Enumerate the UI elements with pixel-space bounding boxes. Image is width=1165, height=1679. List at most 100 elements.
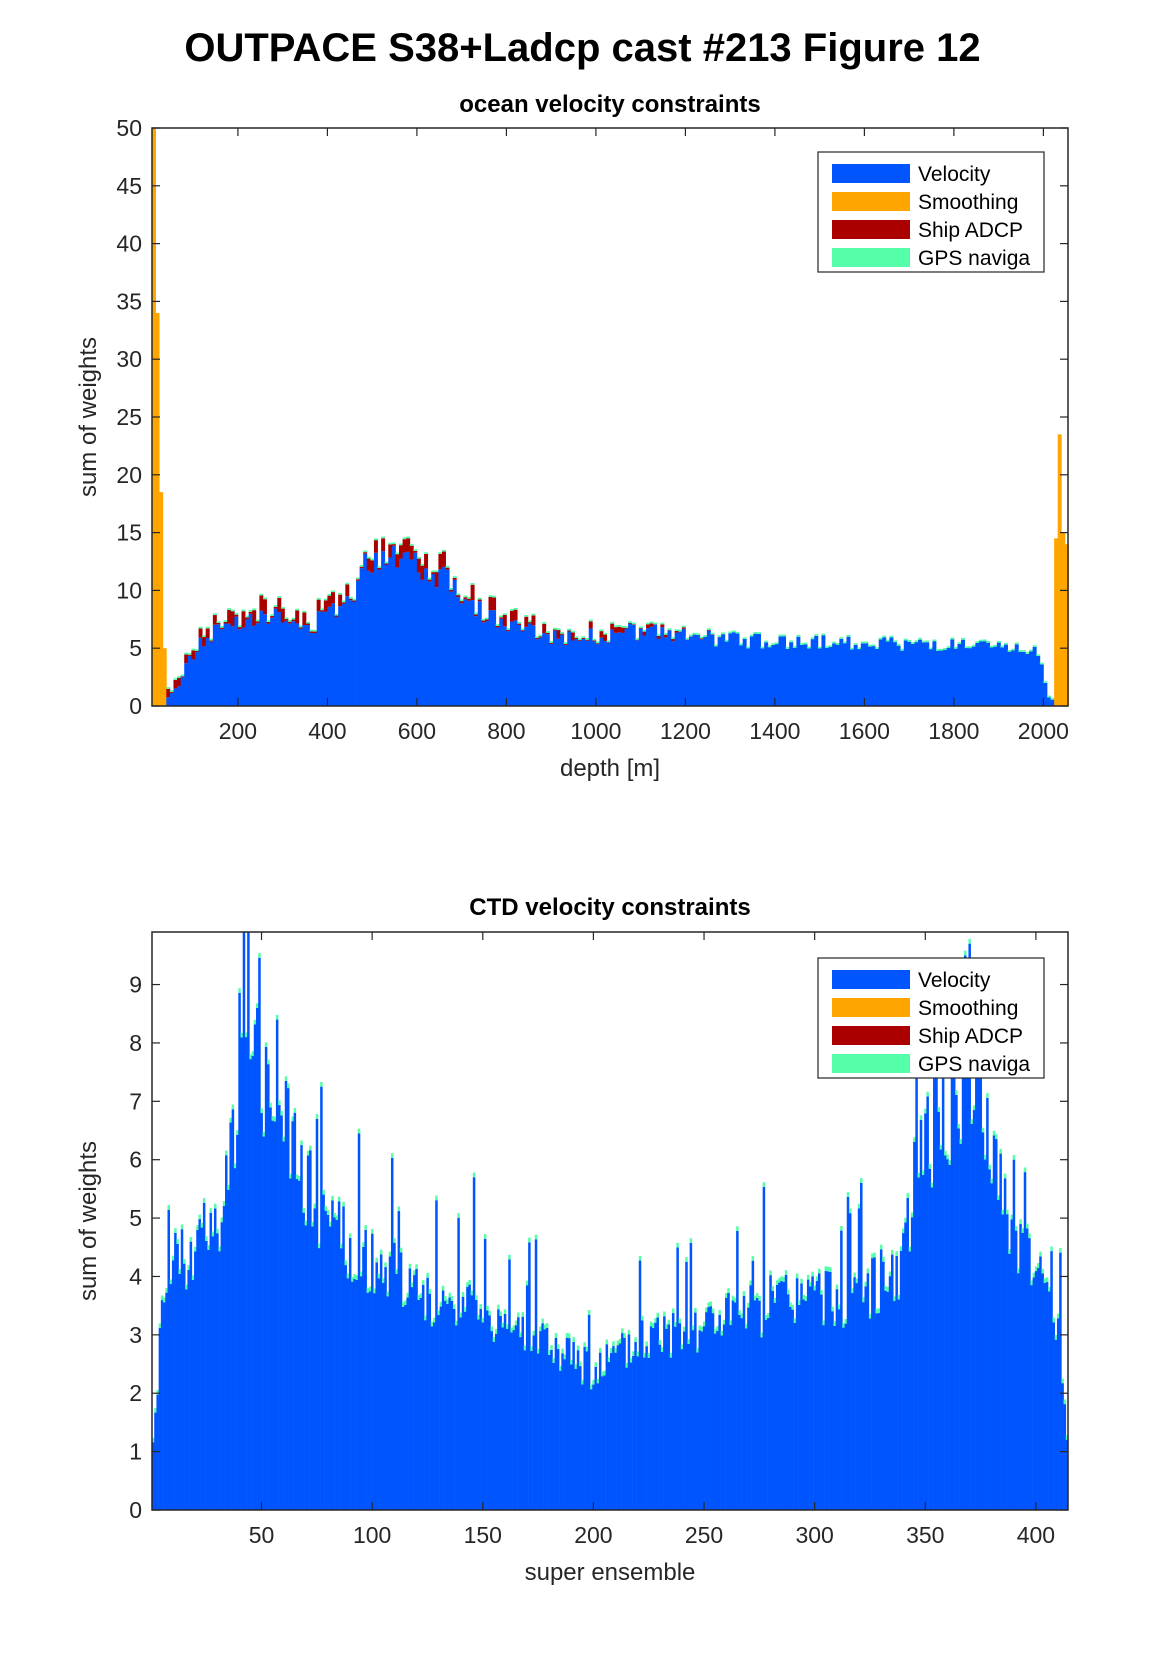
bar-ship-adcp [202, 637, 207, 647]
bar-velocity [295, 623, 300, 706]
bar-gps [853, 1272, 856, 1278]
bar-velocity [342, 1206, 345, 1510]
bar-velocity [154, 1412, 157, 1510]
bar-gps [191, 648, 196, 651]
bar-gps [835, 642, 840, 645]
bar-velocity [1041, 1273, 1044, 1510]
bar-ship-adcp [474, 614, 479, 617]
bar-velocity [884, 1290, 887, 1510]
bar-velocity [337, 1201, 341, 1510]
bar-gps [656, 634, 661, 636]
bar-velocity [904, 1222, 907, 1510]
bar-gps [501, 1322, 505, 1328]
bar-gps [499, 1311, 502, 1316]
bar-gps [868, 1313, 872, 1319]
bar-velocity [311, 1226, 314, 1510]
bar-velocity [510, 1332, 513, 1510]
bar-gps [230, 609, 235, 612]
bar-gps [572, 1337, 575, 1342]
bar-velocity [191, 659, 196, 706]
bar-gps [725, 1293, 728, 1298]
bar-gps [395, 552, 400, 555]
legend-swatch [832, 248, 910, 267]
bar-velocity [689, 1242, 693, 1510]
bar-velocity [975, 1052, 978, 1510]
bar-velocity [680, 1349, 684, 1510]
bar-ship-adcp [438, 553, 443, 570]
bar-velocity [212, 624, 217, 706]
bar-gps [182, 1258, 186, 1264]
bar-velocity [986, 1097, 989, 1510]
bar-velocity [1034, 1271, 1038, 1510]
bar-gps [953, 646, 958, 649]
bar-velocity [814, 635, 819, 706]
y-axis-label: sum of weights [75, 1141, 102, 1301]
bar-velocity [800, 1283, 803, 1510]
bar-gps [288, 619, 293, 622]
bar-gps [169, 1279, 173, 1285]
bar-gps [231, 1104, 235, 1110]
bar-gps [503, 1309, 507, 1314]
bar-gps [229, 1117, 232, 1123]
bar-gps [459, 1312, 463, 1318]
bar-gps [456, 593, 461, 596]
bar-gps [579, 1361, 582, 1367]
bar-gps [612, 1341, 615, 1347]
bar-velocity [948, 1164, 952, 1510]
bar-velocity [167, 1209, 171, 1510]
bar-velocity [152, 1442, 155, 1510]
bar-gps [803, 642, 808, 645]
bar-velocity [625, 1367, 629, 1510]
bar-ship-adcp [603, 634, 608, 641]
bar-velocity [620, 632, 625, 706]
bar-velocity [284, 1080, 288, 1510]
bar-velocity [410, 1287, 414, 1510]
bar-velocity [549, 643, 554, 706]
bar-velocity [355, 1279, 359, 1510]
bar-velocity [1001, 1214, 1005, 1510]
bar-velocity [356, 580, 361, 706]
bar-velocity [415, 1269, 418, 1510]
bar-velocity [975, 642, 980, 706]
x-tick-label: 800 [487, 718, 525, 744]
bar-gps [1000, 645, 1005, 648]
bar-velocity [535, 639, 540, 706]
bar-velocity [804, 1300, 808, 1510]
bar-ship-adcp [223, 621, 228, 624]
bar-velocity [828, 647, 833, 706]
bar-velocity [1059, 1252, 1062, 1510]
bar-gps [527, 620, 532, 623]
bar-gps [877, 1308, 881, 1314]
bar-gps [653, 622, 658, 625]
bar-gps [280, 606, 285, 609]
bar-gps [778, 1277, 781, 1283]
bar-velocity [225, 1155, 228, 1510]
bar-gps [643, 1352, 646, 1358]
bar-gps [839, 637, 844, 639]
bar-velocity [982, 641, 987, 706]
bar-ship-adcp [656, 635, 661, 639]
bar-gps [530, 1346, 533, 1352]
bar-velocity [331, 1200, 334, 1510]
bar-velocity [171, 1260, 175, 1510]
bar-velocity [452, 1309, 456, 1510]
bar-velocity [463, 1311, 467, 1510]
bar-velocity [222, 1205, 226, 1510]
bar-velocity [351, 1281, 354, 1510]
bar-gps [567, 628, 572, 631]
bar-velocity [579, 1366, 582, 1510]
bar-velocity [614, 1352, 617, 1510]
bar-velocity [194, 1251, 197, 1510]
bar-gps [549, 641, 554, 643]
bar-gps [660, 622, 665, 625]
bar-velocity [939, 1149, 943, 1510]
bar-gps [488, 595, 493, 597]
bar-gps [233, 1163, 237, 1169]
bar-gps [629, 1357, 633, 1363]
bar-gps [1018, 650, 1023, 652]
bar-velocity [632, 1355, 635, 1510]
bar-gps [610, 1348, 613, 1353]
bar-velocity [536, 1353, 540, 1510]
bar-gps [899, 1246, 903, 1251]
bar-gps [424, 552, 429, 554]
